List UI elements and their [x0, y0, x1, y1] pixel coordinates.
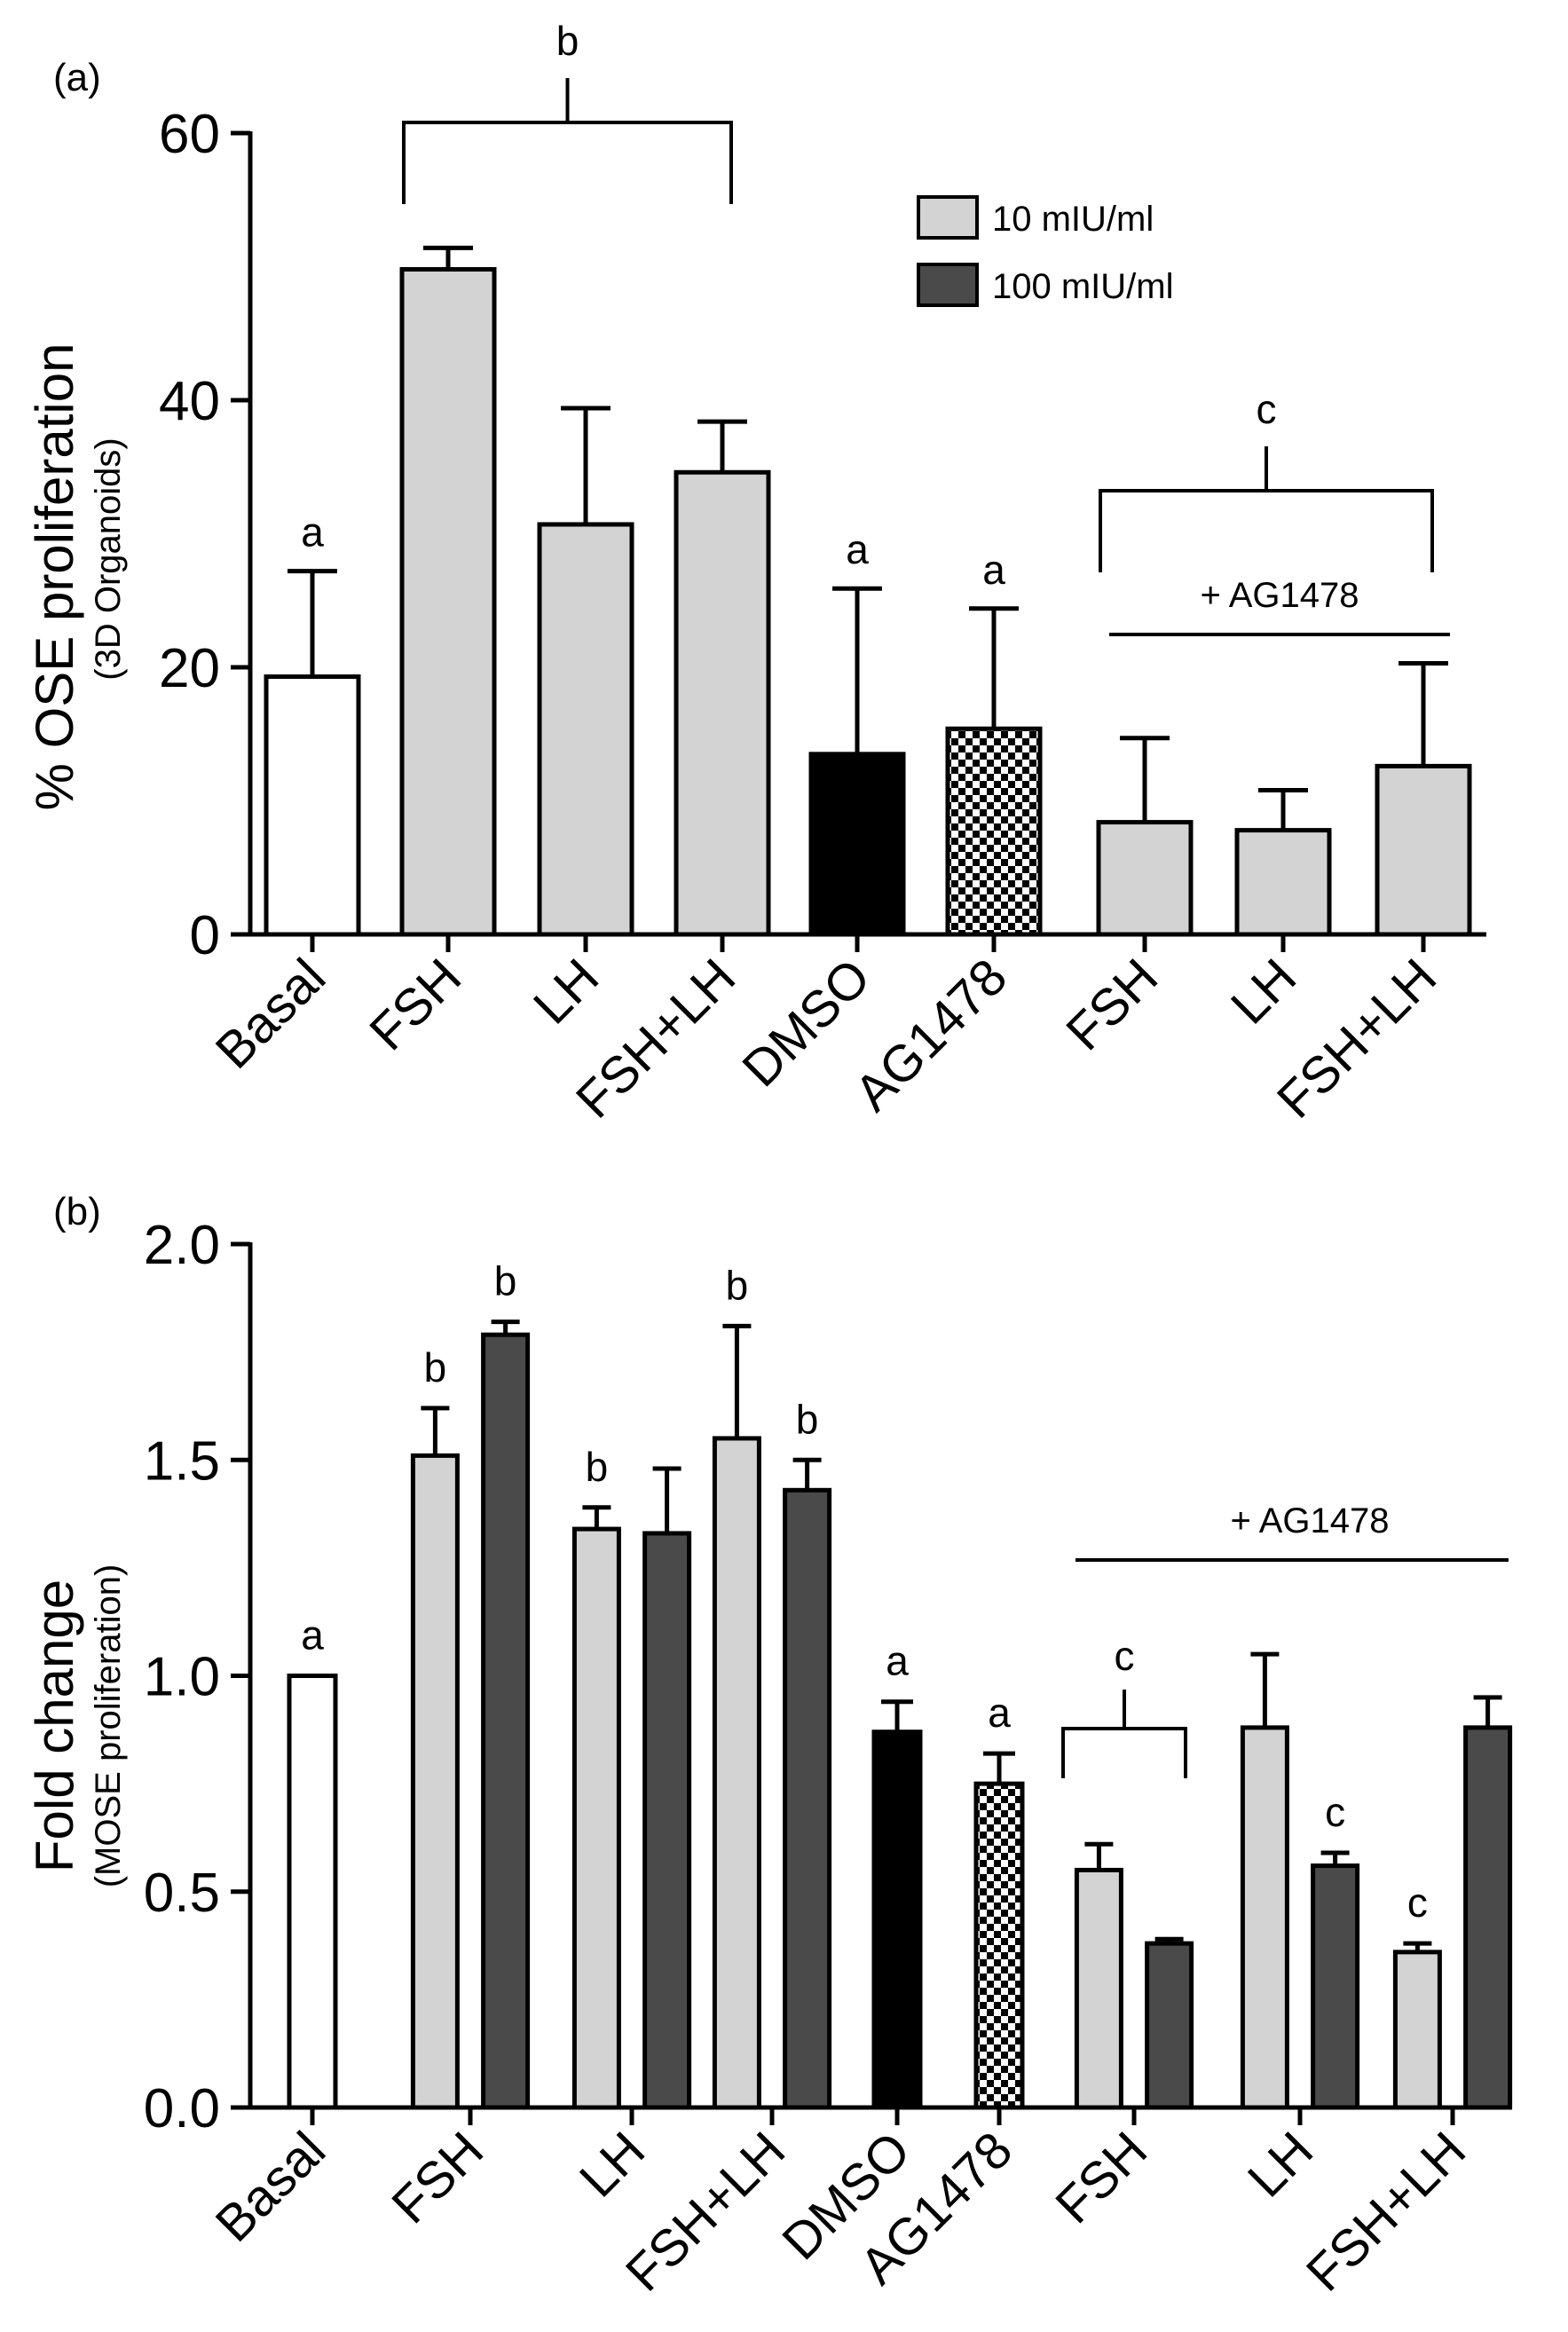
- x-tick-label-b: FSH: [1044, 2121, 1158, 2234]
- bracket: [402, 121, 733, 204]
- panel-b-ylabel-sub: (MOSE proliferation): [89, 1564, 128, 1888]
- x-tick-label-a: LH: [1220, 948, 1307, 1035]
- bar-7-s0: [1240, 1725, 1289, 2110]
- x-tick-label-a: AG1478: [844, 948, 1018, 1122]
- panel-b-annotations: a b b b b b a a c c c + AG1478: [301, 1258, 1509, 1926]
- bar-8: [1375, 763, 1472, 937]
- panel-b-bars: [287, 1320, 1513, 2110]
- panel-b-label: (b): [53, 1190, 101, 1233]
- bar-5: [945, 726, 1043, 937]
- x-tick-label-a: FSH: [1055, 948, 1169, 1061]
- y-tick-label: 60: [159, 104, 220, 165]
- significance-letter: a: [988, 1690, 1011, 1736]
- significance-letter: b: [494, 1258, 517, 1304]
- group-note: + AG1478: [1200, 576, 1359, 615]
- bar-single-5: [973, 1781, 1025, 2110]
- bar-2-s1: [642, 1531, 692, 2110]
- significance-letter: a: [886, 1638, 909, 1684]
- panel-b-ylabel: Fold change: [25, 1580, 84, 1872]
- bar-6: [1096, 820, 1194, 937]
- legend-swatch-100: [917, 263, 979, 307]
- legend-label-100: 100 mIU/ml: [992, 267, 1174, 306]
- y-tick-label: 0: [190, 905, 220, 966]
- bar-2-s0: [571, 1526, 621, 2110]
- bar-8-s0: [1392, 1950, 1442, 2110]
- panel-a-ylabel: % OSE proliferation: [25, 343, 84, 811]
- bar-3: [674, 469, 771, 937]
- y-tick-label: 1.5: [144, 1430, 220, 1492]
- x-tick-label-b: FSH: [381, 2121, 494, 2234]
- significance-letter: a: [982, 547, 1005, 593]
- bar-3-s0: [712, 1436, 761, 2110]
- bar-1-s0: [410, 1453, 460, 2110]
- panel-a-bars: [264, 245, 1472, 937]
- significance-letter: a: [846, 526, 869, 572]
- x-tick-label-b: Basal: [205, 2121, 337, 2253]
- bar-0: [264, 674, 361, 937]
- bar-3-s1: [783, 1487, 832, 2110]
- panel-a-legend: 10 mIU/ml 100 mIU/ml: [917, 195, 1174, 307]
- x-tick-label-a: Basal: [205, 948, 337, 1080]
- bar-6-s0: [1074, 1867, 1123, 2110]
- bar-6-s1: [1145, 1941, 1194, 2110]
- bar-single-4: [871, 1729, 923, 2110]
- y-tick-label: 2.0: [144, 1215, 220, 1276]
- panel-a-ylabel-sub: (3D Organoids): [89, 437, 128, 680]
- y-tick-label: 1.0: [144, 1647, 220, 1708]
- bracket: [1099, 489, 1434, 572]
- bracket-letter: b: [556, 18, 579, 64]
- significance-letter: c: [1407, 1879, 1428, 1926]
- significance-letter: b: [796, 1396, 819, 1442]
- group-note: + AG1478: [1230, 1501, 1389, 1540]
- bracket: [1061, 1727, 1187, 1778]
- y-tick-label: 40: [159, 371, 220, 432]
- bar-single-0: [287, 1674, 338, 2110]
- significance-letter: a: [301, 509, 324, 555]
- x-tick-label-a: FSH: [359, 948, 472, 1061]
- bar-1: [399, 267, 497, 937]
- panel-a-annotations: a a a b c + AG1478: [301, 18, 1450, 636]
- legend-swatch-10: [917, 195, 979, 240]
- significance-letter: a: [301, 1612, 324, 1658]
- bar-7: [1234, 828, 1332, 937]
- panel-a-label: (a): [53, 56, 101, 99]
- significance-letter: c: [1325, 1789, 1345, 1835]
- significance-letter: b: [726, 1262, 749, 1308]
- significance-letter: b: [424, 1344, 447, 1391]
- x-tick-label-b: FSH+LH: [1296, 2121, 1477, 2302]
- bar-4: [808, 752, 906, 937]
- bar-8-s1: [1463, 1725, 1513, 2110]
- x-tick-label-a: LH: [523, 948, 610, 1035]
- bar-2: [537, 522, 634, 937]
- bracket-letter: c: [1257, 386, 1277, 432]
- y-tick-label: 0.5: [144, 1863, 220, 1924]
- x-tick-label-b: LH: [1237, 2121, 1324, 2208]
- y-tick-label: 20: [159, 638, 220, 699]
- legend-label-10: 10 mIU/ml: [992, 200, 1154, 239]
- bar-1-s1: [481, 1332, 531, 2110]
- bracket-letter: c: [1115, 1633, 1135, 1679]
- x-tick-label-b: LH: [569, 2121, 656, 2208]
- y-tick-label: 0.0: [144, 2078, 220, 2139]
- significance-letter: b: [586, 1444, 609, 1490]
- bar-7-s1: [1311, 1863, 1360, 2110]
